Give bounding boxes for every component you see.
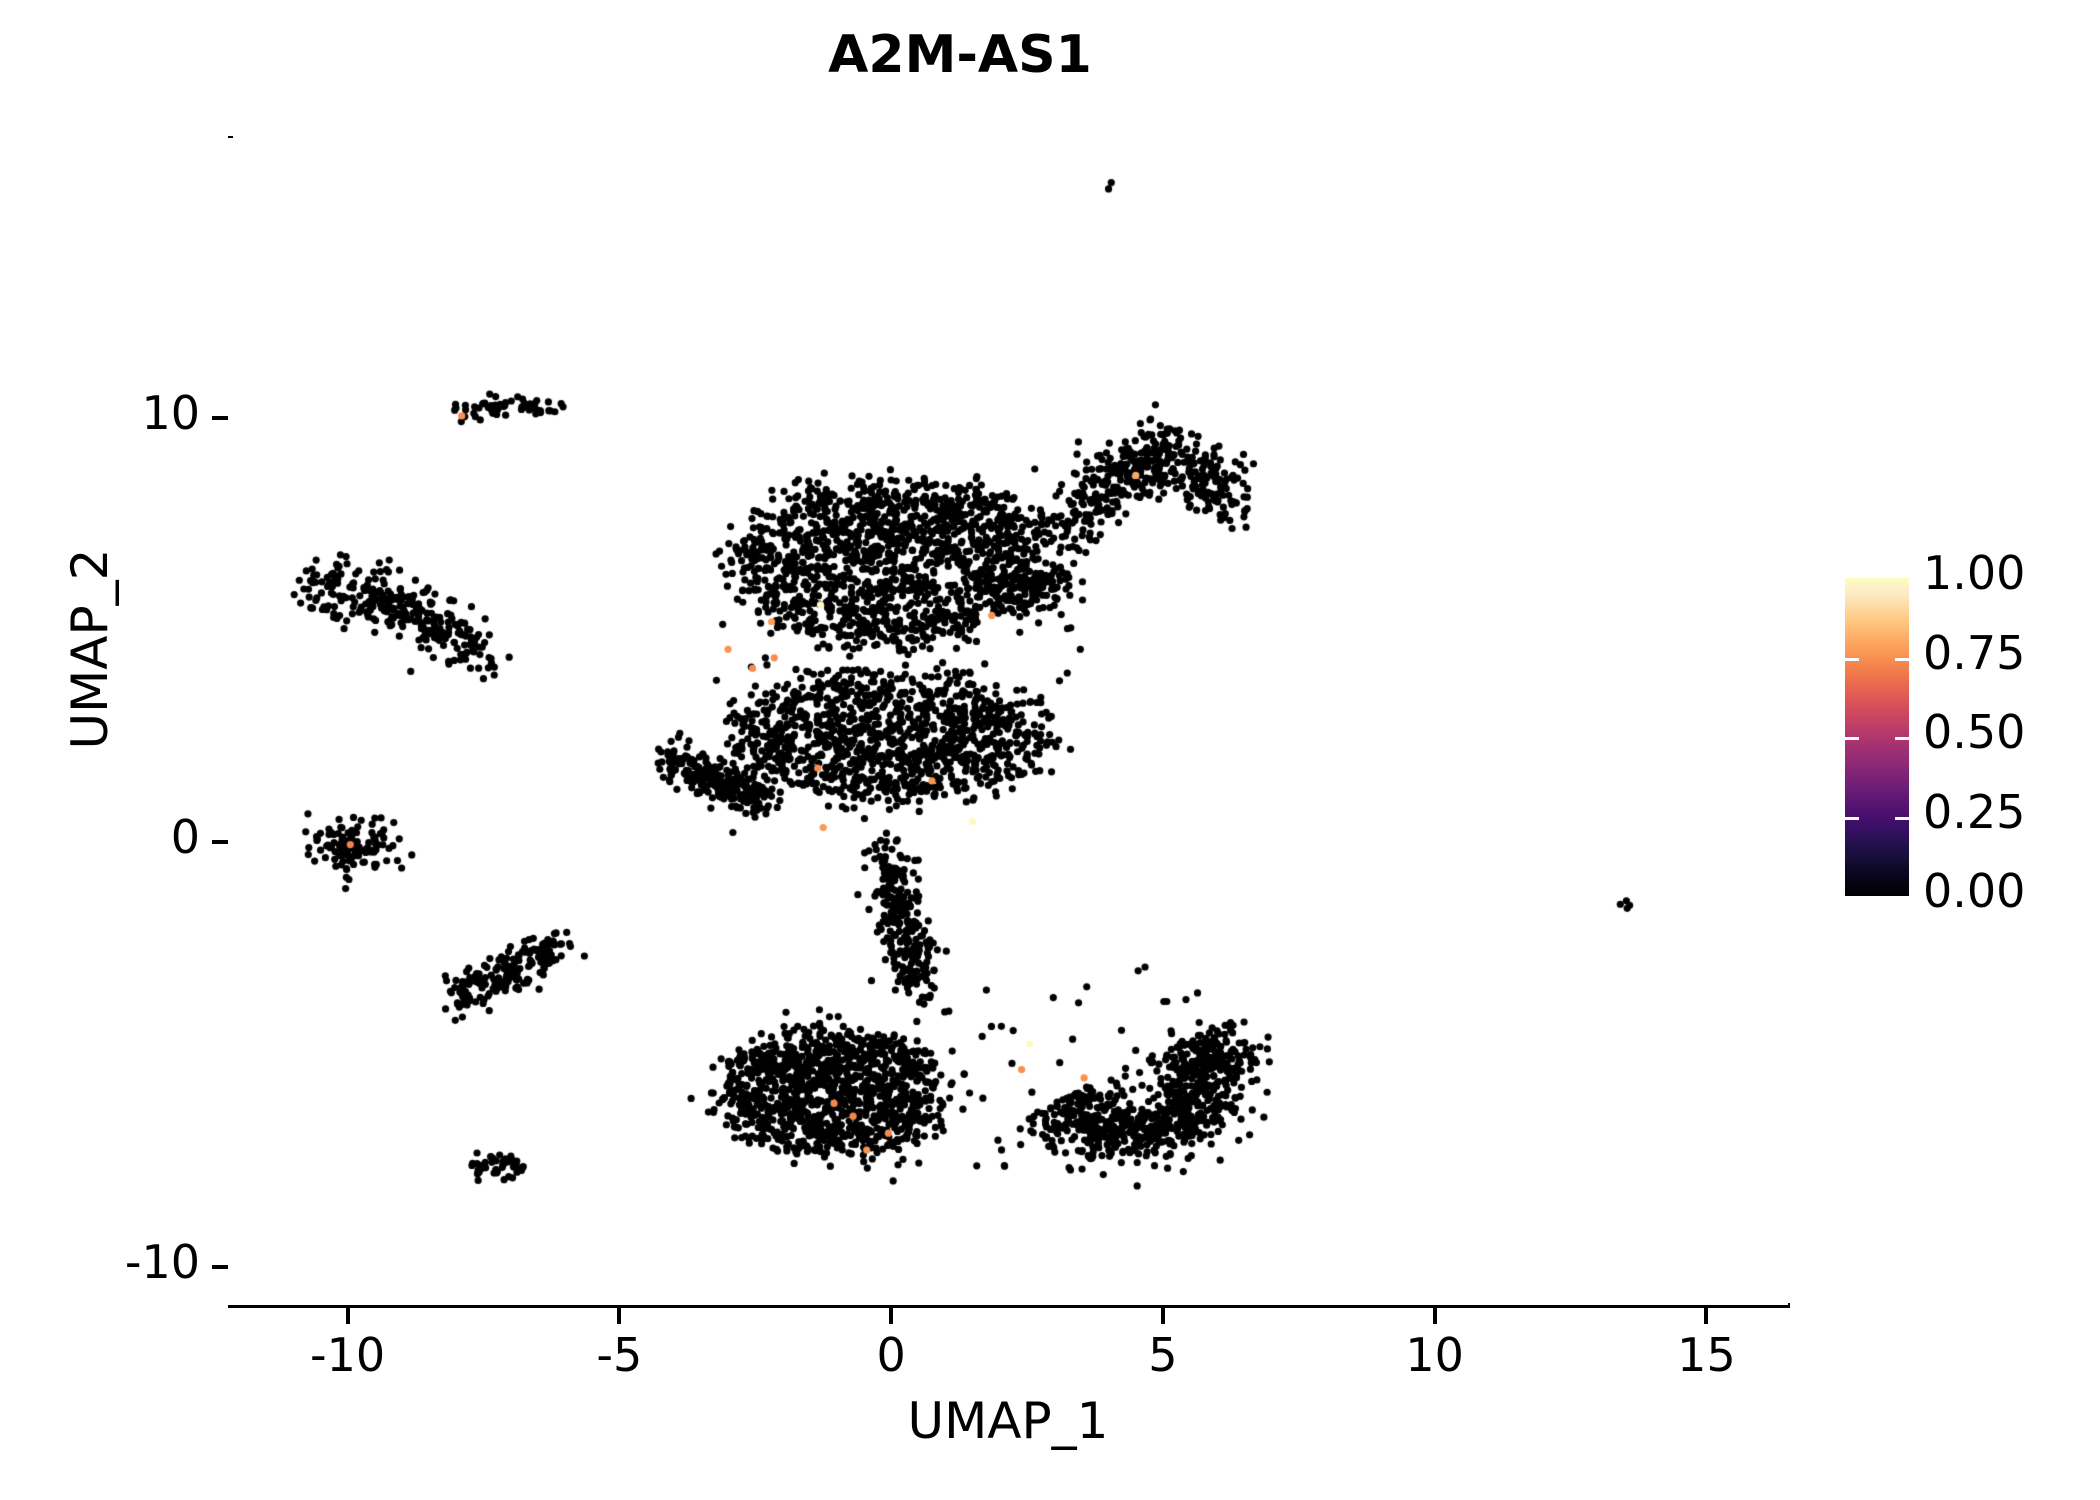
x-tick-mark — [345, 1308, 350, 1324]
y-tick-label: 0 — [170, 810, 200, 865]
colorbar-tick-mark — [1845, 817, 1859, 820]
colorbar-tick-mark — [1845, 658, 1859, 661]
colorbar-tick-mark — [1895, 737, 1909, 740]
x-tick-label: -5 — [596, 1328, 643, 1382]
umap-scatter-plot — [228, 138, 1788, 1305]
x-tick-label: 15 — [1677, 1328, 1736, 1382]
colorbar-tick-label: 0.50 — [1923, 705, 2026, 759]
colorbar-tick-mark — [1845, 737, 1859, 740]
x-tick-mark — [1432, 1308, 1437, 1324]
y-tick-label: -10 — [124, 1234, 200, 1289]
y-tick-label: 10 — [141, 386, 200, 441]
colorbar-tick-label: 0.75 — [1923, 625, 2026, 680]
y-tick-mark — [212, 1264, 228, 1269]
page-title: A2M-AS1 — [828, 25, 1092, 85]
colorbar-tick-label: 0.00 — [1923, 864, 2026, 918]
y-tick-mark — [212, 416, 228, 421]
x-tick-label: 10 — [1405, 1328, 1464, 1382]
colorbar-tick-mark — [1895, 658, 1909, 661]
plot-area — [228, 138, 1788, 1305]
y-axis-label: UMAP_2 — [61, 548, 119, 750]
colorbar-tick-label: 0.25 — [1923, 784, 2026, 839]
x-tick-mark — [617, 1308, 622, 1324]
x-axis-spine — [228, 1303, 1790, 1308]
x-tick-mark — [889, 1308, 894, 1324]
colorbar-tick-mark — [1895, 817, 1909, 820]
x-tick-label: -10 — [310, 1328, 386, 1382]
colorbar-tick-label: 1.00 — [1923, 546, 2026, 600]
x-axis-label: UMAP_1 — [907, 1392, 1109, 1450]
x-tick-label: 0 — [876, 1328, 906, 1382]
x-tick-mark — [1160, 1308, 1165, 1324]
x-tick-label: 5 — [1148, 1328, 1178, 1382]
y-tick-mark — [212, 840, 228, 845]
x-tick-mark — [1704, 1308, 1709, 1324]
